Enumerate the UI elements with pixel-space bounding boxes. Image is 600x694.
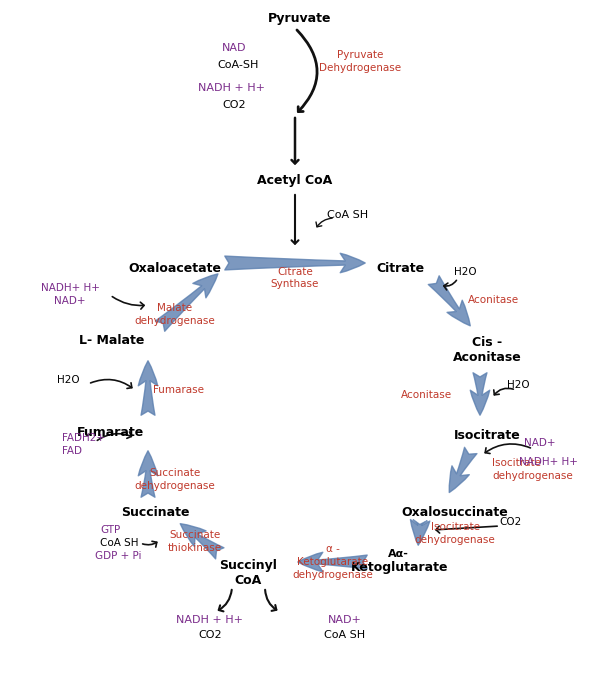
Text: Isocitrate: Isocitrate <box>454 428 520 441</box>
Text: Cis -: Cis - <box>472 335 502 348</box>
Text: Succinate: Succinate <box>169 530 221 540</box>
Text: CoA: CoA <box>235 573 262 586</box>
Text: Ketoglutarate: Ketoglutarate <box>351 561 449 575</box>
Text: NADH+ H+: NADH+ H+ <box>41 283 100 293</box>
Text: Succinate: Succinate <box>121 505 189 518</box>
Text: H2O: H2O <box>454 267 476 277</box>
Text: L- Malate: L- Malate <box>79 334 145 346</box>
Text: CoA SH: CoA SH <box>100 538 139 548</box>
Text: Aα-: Aα- <box>388 549 409 559</box>
Text: dehydrogenase: dehydrogenase <box>134 481 215 491</box>
Text: α -: α - <box>326 544 340 554</box>
Text: Pyruvate: Pyruvate <box>268 12 332 24</box>
Text: Pyruvate: Pyruvate <box>337 50 383 60</box>
Text: CoA SH: CoA SH <box>328 210 368 220</box>
Text: FAD: FAD <box>62 446 82 456</box>
Text: Ketoglutarate: Ketoglutarate <box>298 557 368 567</box>
Text: GDP + Pi: GDP + Pi <box>95 551 142 561</box>
Text: NADH + H+: NADH + H+ <box>176 615 244 625</box>
Text: NAD+: NAD+ <box>524 438 556 448</box>
Text: Dehydrogenase: Dehydrogenase <box>319 63 401 73</box>
Text: Fumarate: Fumarate <box>76 425 143 439</box>
Text: Synthase: Synthase <box>271 279 319 289</box>
Text: CoA-SH: CoA-SH <box>217 60 259 70</box>
Text: Aconitase: Aconitase <box>401 390 452 400</box>
Text: Oxalosuccinate: Oxalosuccinate <box>401 505 508 518</box>
Text: NAD+: NAD+ <box>328 615 362 625</box>
Text: CoA SH: CoA SH <box>325 630 365 640</box>
Text: NADH + H+: NADH + H+ <box>199 83 265 93</box>
Text: dehydrogenase: dehydrogenase <box>492 471 573 481</box>
Text: NAD: NAD <box>222 43 246 53</box>
Text: Succinate: Succinate <box>149 468 200 478</box>
Text: Citrate: Citrate <box>376 262 424 275</box>
Text: H2O: H2O <box>56 375 79 385</box>
Text: Isocitrate: Isocitrate <box>431 522 479 532</box>
Text: Aconitase: Aconitase <box>452 350 521 364</box>
Text: Malate: Malate <box>157 303 193 313</box>
Text: Fumarase: Fumarase <box>152 385 203 395</box>
Text: Succinyl: Succinyl <box>219 559 277 571</box>
Text: CO2: CO2 <box>222 100 246 110</box>
Text: CO2: CO2 <box>499 517 521 527</box>
Text: dehydrogenase: dehydrogenase <box>134 316 215 326</box>
Text: dehydrogenase: dehydrogenase <box>415 535 496 545</box>
Text: thiokinase: thiokinase <box>168 543 222 553</box>
Text: Aconitase: Aconitase <box>468 295 519 305</box>
Text: GTP: GTP <box>100 525 120 535</box>
Text: Oxaloacetate: Oxaloacetate <box>128 262 221 275</box>
Text: Citrate: Citrate <box>277 267 313 277</box>
Text: FADH2+: FADH2+ <box>62 433 105 443</box>
Text: dehydrogenase: dehydrogenase <box>293 570 373 580</box>
Text: Acetyl CoA: Acetyl CoA <box>257 174 332 187</box>
Text: Isocitrate: Isocitrate <box>492 458 541 468</box>
Text: CO2: CO2 <box>198 630 222 640</box>
Text: NADH+ H+: NADH+ H+ <box>518 457 577 467</box>
Text: H2O: H2O <box>506 380 529 390</box>
Text: NAD+: NAD+ <box>54 296 86 306</box>
